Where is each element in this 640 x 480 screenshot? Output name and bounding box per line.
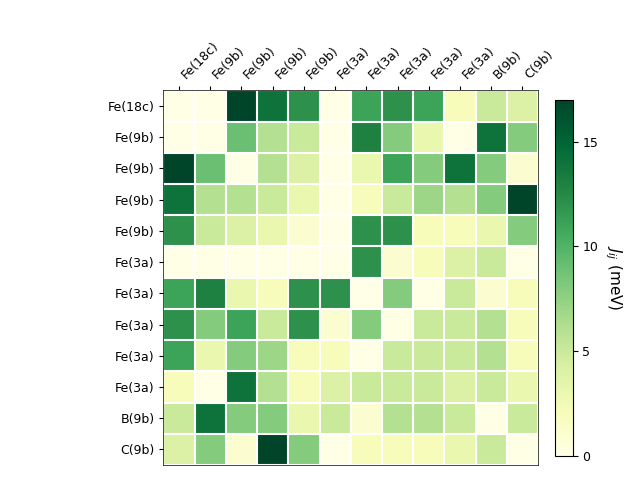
Y-axis label: $J_{ij}$ (meV): $J_{ij}$ (meV) [603, 245, 623, 311]
